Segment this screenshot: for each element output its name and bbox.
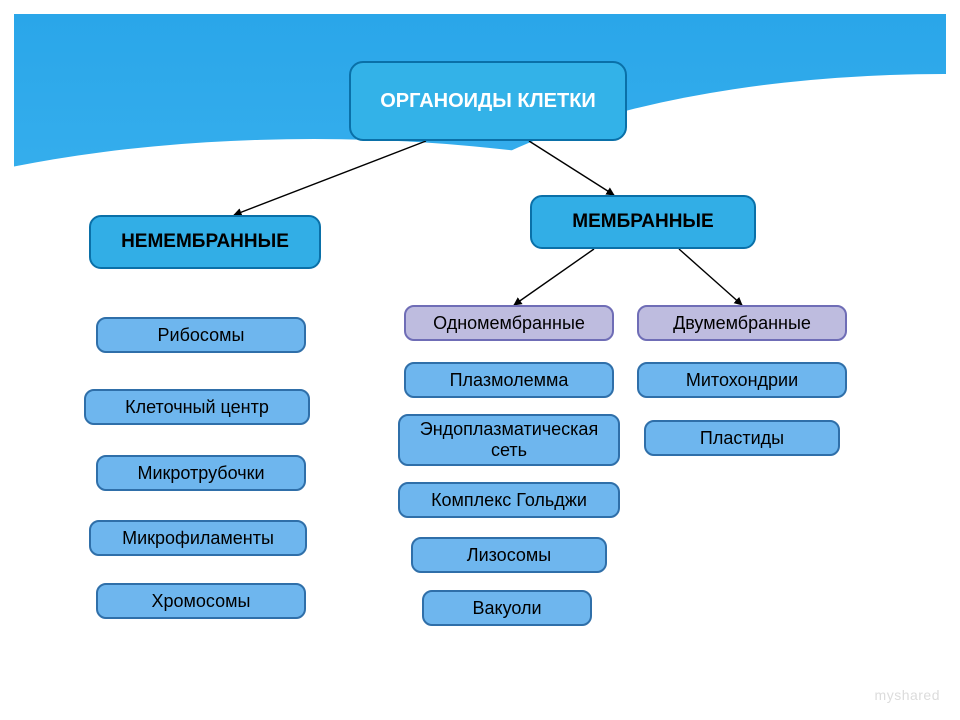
- node-label: Рибосомы: [158, 325, 245, 346]
- node-label: Лизосомы: [467, 545, 551, 566]
- edge: [679, 249, 742, 305]
- node-d1: Митохондрии: [637, 362, 847, 398]
- node-s5: Вакуоли: [422, 590, 592, 626]
- node-label: Клеточный центр: [125, 397, 269, 418]
- node-d2: Пластиды: [644, 420, 840, 456]
- edge: [514, 249, 594, 305]
- node-label: МЕМБРАННЫЕ: [572, 211, 713, 233]
- node-n3: Микротрубочки: [96, 455, 306, 491]
- watermark: myshared: [875, 687, 940, 703]
- node-n5: Хромосомы: [96, 583, 306, 619]
- node-label: ОРГАНОИДЫ КЛЕТКИ: [380, 90, 596, 113]
- node-label: Эндоплазматическая сеть: [406, 419, 612, 460]
- node-label: Микротрубочки: [137, 463, 264, 484]
- node-n2: Клеточный центр: [84, 389, 310, 425]
- node-n4: Микрофиламенты: [89, 520, 307, 556]
- node-label: Одномембранные: [433, 313, 585, 334]
- edge: [234, 141, 426, 215]
- node-label: Двумембранные: [673, 313, 811, 334]
- node-double: Двумембранные: [637, 305, 847, 341]
- node-label: Комплекс Гольджи: [431, 490, 587, 511]
- node-label: Митохондрии: [686, 370, 798, 391]
- node-mem: МЕМБРАННЫЕ: [530, 195, 756, 249]
- node-nonmem: НЕМЕМБРАННЫЕ: [89, 215, 321, 269]
- slide-canvas: ОРГАНОИДЫ КЛЕТКИ НЕМЕМБРАННЫЕ МЕМБРАННЫЕ Од…: [0, 0, 960, 720]
- node-s2: Эндоплазматическая сеть: [398, 414, 620, 466]
- node-label: Микрофиламенты: [122, 528, 274, 549]
- node-single: Одномембранные: [404, 305, 614, 341]
- node-label: НЕМЕМБРАННЫЕ: [121, 231, 289, 253]
- node-label: Пластиды: [700, 428, 784, 449]
- node-s1: Плазмолемма: [404, 362, 614, 398]
- node-n1: Рибосомы: [96, 317, 306, 353]
- node-s3: Комплекс Гольджи: [398, 482, 620, 518]
- node-label: Хромосомы: [152, 591, 251, 612]
- edge: [529, 141, 614, 195]
- node-label: Плазмолемма: [450, 370, 569, 391]
- background-gradient: ОРГАНОИДЫ КЛЕТКИ НЕМЕМБРАННЫЕ МЕМБРАННЫЕ Од…: [14, 14, 946, 706]
- node-root: ОРГАНОИДЫ КЛЕТКИ: [349, 61, 627, 141]
- node-label: Вакуоли: [472, 598, 541, 619]
- node-s4: Лизосомы: [411, 537, 607, 573]
